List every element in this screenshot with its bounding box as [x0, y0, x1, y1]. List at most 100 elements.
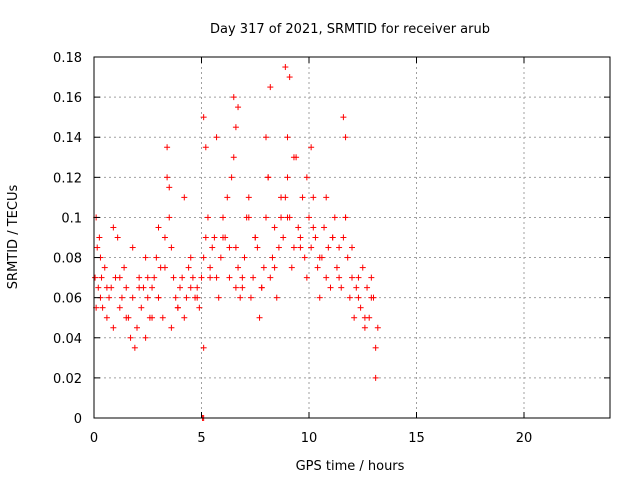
- data-point: [181, 314, 188, 321]
- data-point: [237, 294, 244, 301]
- data-point: [166, 184, 173, 191]
- data-point: [230, 94, 237, 101]
- y-tick-label: 0.12: [53, 171, 82, 186]
- data-point: [177, 284, 183, 291]
- data-point: [151, 274, 158, 281]
- data-point: [116, 274, 123, 281]
- data-point: [252, 234, 259, 241]
- data-point: [181, 194, 188, 201]
- data-point: [284, 214, 291, 221]
- data-point: [232, 244, 239, 251]
- data-point: [142, 254, 149, 261]
- data-point: [213, 134, 220, 141]
- data-point: [129, 294, 136, 301]
- data-point: [260, 264, 267, 271]
- data-point: [194, 294, 201, 301]
- data-point: [136, 274, 143, 281]
- data-point: [118, 294, 125, 301]
- y-tick-label: 0.08: [53, 252, 82, 267]
- data-point: [153, 254, 160, 261]
- data-point: [194, 284, 201, 291]
- data-point: [284, 134, 291, 141]
- data-point: [99, 304, 106, 311]
- data-point: [198, 274, 205, 281]
- data-point: [189, 274, 196, 281]
- data-point: [342, 214, 349, 221]
- data-point: [204, 214, 211, 221]
- data-point: [333, 264, 340, 271]
- y-tick-label: 0.18: [53, 51, 82, 66]
- data-point: [280, 234, 287, 241]
- data-point: [207, 274, 214, 281]
- data-point: [131, 344, 138, 351]
- data-point: [316, 254, 323, 261]
- data-point: [98, 274, 105, 281]
- data-point: [286, 74, 293, 81]
- data-point: [92, 274, 99, 281]
- data-point: [166, 214, 173, 221]
- data-point: [372, 344, 379, 351]
- data-point: [310, 194, 317, 201]
- data-point: [94, 244, 101, 251]
- data-point: [359, 264, 366, 271]
- data-point: [308, 244, 315, 251]
- x-tick-label: 10: [301, 431, 318, 446]
- axis-ticks: 0 0.02 0.04 0.06 0.08 0.1 0.12 0.14 0.16 0.18 0 5 10…: [53, 51, 610, 446]
- data-point: [217, 254, 224, 261]
- data-point: [284, 174, 291, 181]
- data-point: [103, 284, 110, 291]
- data-point: [245, 194, 252, 201]
- data-point: [351, 314, 358, 321]
- data-point: [196, 304, 203, 311]
- x-tick-label: 15: [408, 431, 425, 446]
- y-tick-label: 0.04: [53, 332, 82, 347]
- data-point: [164, 144, 171, 151]
- y-tick-label: 0.16: [53, 91, 82, 106]
- data-point: [200, 254, 207, 261]
- data-point: [361, 314, 368, 321]
- data-point: [361, 324, 368, 331]
- data-point: [323, 194, 330, 201]
- data-point: [155, 294, 162, 301]
- data-point: [256, 314, 263, 321]
- data-point: [129, 244, 136, 251]
- data-point: [224, 194, 231, 201]
- data-point: [269, 254, 276, 261]
- y-axis-label: SRMTID / TECUs: [6, 185, 21, 290]
- data-point: [336, 244, 343, 251]
- data-point: [336, 274, 343, 281]
- data-point: [327, 284, 334, 291]
- data-point: [250, 274, 257, 281]
- data-point: [364, 284, 371, 291]
- data-point: [357, 304, 364, 311]
- data-point: [303, 274, 310, 281]
- data-point: [323, 274, 330, 281]
- data-point: [278, 214, 285, 221]
- data-point: [355, 294, 362, 301]
- data-point: [254, 244, 261, 251]
- data-point: [355, 274, 362, 281]
- data-point: [297, 234, 304, 241]
- data-point: [142, 334, 149, 341]
- data-point: [295, 224, 302, 231]
- data-point: [168, 324, 175, 331]
- data-point: [346, 294, 353, 301]
- data-point: [202, 144, 209, 151]
- data-point: [155, 224, 162, 231]
- data-point: [164, 174, 171, 181]
- data-point: [149, 314, 156, 321]
- data-point: [110, 224, 117, 231]
- data-point: [235, 264, 242, 271]
- data-point: [344, 254, 351, 261]
- data-point: [271, 224, 278, 231]
- data-point: [101, 264, 108, 271]
- data-point: [161, 264, 168, 271]
- data-point: [321, 224, 328, 231]
- data-point: [368, 274, 375, 281]
- data-point: [170, 274, 177, 281]
- data-point: [239, 284, 246, 291]
- data-points: [92, 64, 381, 421]
- data-point: [172, 294, 179, 301]
- data-point: [316, 294, 323, 301]
- data-point: [179, 274, 186, 281]
